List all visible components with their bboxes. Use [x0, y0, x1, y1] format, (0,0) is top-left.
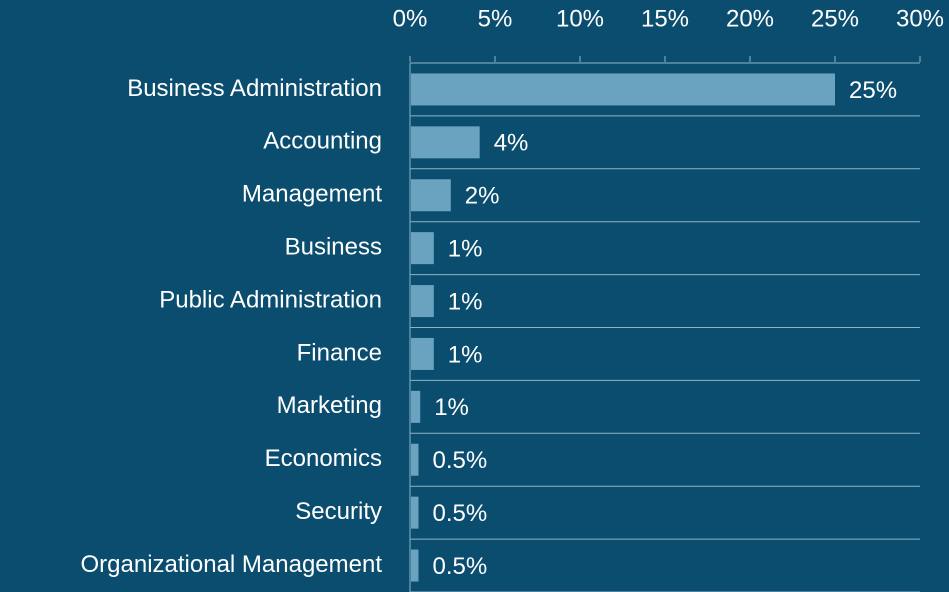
category-label: Marketing: [277, 392, 382, 419]
category-label: Economics: [265, 445, 382, 472]
value-label: 1%: [448, 288, 483, 315]
value-label: 0.5%: [433, 500, 488, 527]
bar: [411, 126, 480, 159]
x-tick-label: 30%: [896, 5, 944, 32]
bar: [411, 179, 451, 212]
value-label: 0.5%: [433, 447, 488, 474]
x-tick-label: 0%: [393, 5, 428, 32]
value-label: 1%: [434, 394, 469, 421]
bar: [411, 443, 419, 476]
category-label: Business: [285, 233, 382, 260]
category-label: Accounting: [263, 128, 382, 155]
bar: [411, 337, 434, 370]
value-label: 4%: [494, 130, 529, 157]
category-label: Business Administration: [127, 75, 382, 102]
value-label: 2%: [465, 183, 500, 210]
x-tick-label: 15%: [641, 5, 689, 32]
bar: [411, 73, 835, 106]
value-label: 25%: [849, 77, 897, 104]
bar: [411, 285, 434, 318]
category-label: Organizational Management: [80, 551, 382, 578]
category-label: Finance: [297, 339, 382, 366]
bar: [411, 232, 434, 265]
bar: [411, 496, 419, 529]
category-label: Management: [242, 181, 382, 208]
bar: [411, 390, 421, 423]
category-label: Public Administration: [159, 286, 382, 313]
value-label: 1%: [448, 341, 483, 368]
category-label: Security: [295, 498, 382, 525]
x-tick-label: 10%: [556, 5, 604, 32]
bar: [411, 549, 419, 582]
x-tick-label: 25%: [811, 5, 859, 32]
x-tick-label: 20%: [726, 5, 774, 32]
x-tick-label: 5%: [478, 5, 513, 32]
value-label: 1%: [448, 235, 483, 262]
value-label: 0.5%: [433, 553, 488, 580]
